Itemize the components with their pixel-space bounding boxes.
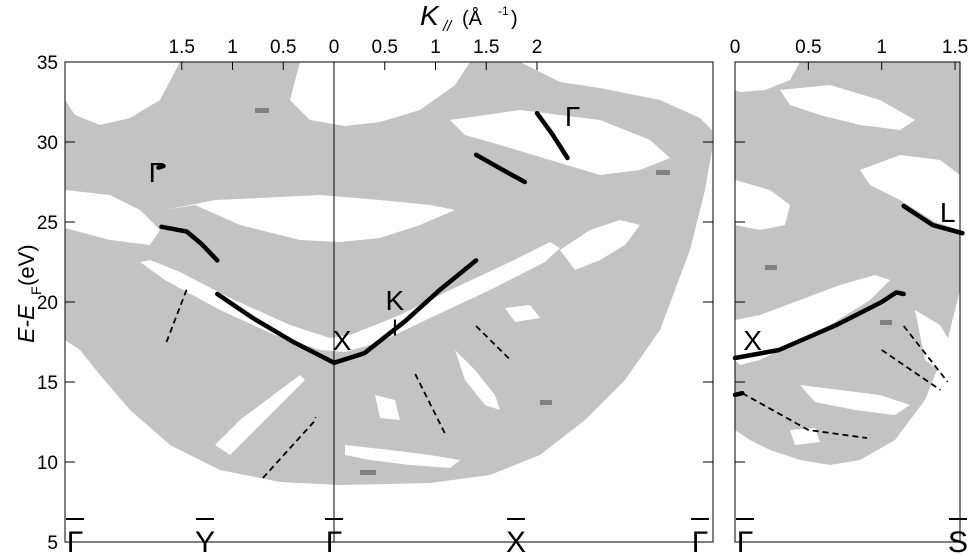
left-bulk-region (65, 62, 712, 485)
left-gap-lower-mid (345, 445, 460, 468)
x-axis-unit-exponent: -1 (498, 4, 509, 18)
y-tick-label: 15 (37, 373, 58, 394)
y-tick-label: 10 (37, 453, 58, 474)
dashed-band-line (414, 373, 447, 436)
dashed-band-line (741, 392, 868, 439)
left-dark-patch-4 (360, 470, 376, 475)
dashed-band-line (902, 325, 949, 383)
right-panel (735, 62, 960, 465)
left-gap-upper-left (65, 62, 180, 125)
solid-band-line (732, 390, 745, 398)
solid-band-line (215, 258, 479, 366)
x-tick-label: 1.5 (169, 37, 195, 58)
right-gap-main-band (735, 275, 890, 365)
symmetry-point-label: S (948, 526, 968, 555)
x-tick-label: 1.5 (473, 37, 499, 58)
y-axis-title: E-E (13, 304, 39, 343)
dashed-band-line (881, 349, 941, 391)
x-axis-unit-close: ) (511, 8, 518, 30)
left-gap-right-mid (560, 220, 640, 270)
right-gap-top (735, 62, 800, 92)
left-panel (65, 62, 712, 485)
right-gap-left-mid (735, 180, 790, 230)
solid-band-line (534, 110, 570, 161)
left-gap-lower-left (215, 375, 305, 455)
left-gap-left-lower (65, 190, 160, 245)
solid-band-line (159, 224, 220, 263)
band-label: X (333, 325, 352, 356)
symmetry-point-label: Y (195, 526, 215, 555)
right-gap-small (790, 428, 820, 445)
left-gap-lower-right (455, 350, 500, 410)
right-gap-upper-middle (780, 85, 915, 130)
symmetry-point-label: Γ (737, 526, 754, 555)
x-tick-label: 0.5 (795, 37, 821, 58)
x-axis-unit: (Å (462, 7, 483, 30)
solid-band-line (156, 163, 166, 170)
bands-layer (156, 110, 965, 479)
solid-band-line (901, 203, 965, 236)
right-dark-patch-2 (765, 265, 777, 270)
band-label: K (386, 285, 405, 316)
x-tick-label: 1 (227, 37, 238, 58)
symmetry-point-label: X (506, 526, 526, 555)
x-axis-title-subscript: // (442, 18, 453, 35)
y-axis-unit: (eV) (14, 244, 39, 286)
x-tick-label: 0.5 (270, 37, 296, 58)
symmetry-point-label: Γ (67, 526, 84, 555)
dashed-band-line (262, 416, 317, 479)
right-gap-right-edge (915, 310, 955, 375)
y-tick-label: 5 (47, 533, 58, 554)
dashed-band-line (475, 325, 513, 362)
x-axis-title: K (420, 0, 440, 31)
y-tick-label: 30 (37, 133, 58, 154)
band-label: Γ (149, 157, 164, 188)
solid-band-line (473, 152, 528, 185)
left-gap-small-1 (505, 305, 540, 322)
x-tick-label: 0 (730, 37, 741, 58)
symmetry-point-label: Γ (326, 526, 343, 555)
right-gap-lower (800, 385, 910, 415)
y-tick-label: 25 (37, 213, 58, 234)
y-tick-label: 20 (37, 293, 58, 314)
symmetry-point-label: Γ (692, 526, 709, 555)
band-label: L (940, 197, 956, 228)
x-tick-label: 1.5 (942, 37, 968, 58)
left-gap-small-2 (375, 395, 400, 420)
left-gap-top-right (520, 62, 712, 130)
y-tick-label: 35 (37, 53, 58, 74)
right-gap-upper-right (860, 155, 960, 230)
y-axis-title-group: E-E F (eV) (13, 244, 44, 343)
band-label: X (743, 325, 762, 356)
x-tick-label: 0.5 (372, 37, 398, 58)
right-dark-patch-1 (880, 320, 892, 325)
solid-band-line (732, 290, 906, 361)
left-dark-patch-2 (540, 400, 552, 405)
band-label: Γ (565, 101, 580, 132)
x-tick-label: 2 (532, 37, 543, 58)
left-gap-middle (165, 195, 455, 242)
x-tick-label: 1 (876, 37, 887, 58)
left-gap-top-middle (290, 62, 470, 126)
y-axis-title-subscript: F (28, 286, 44, 295)
x-tick-label: 0 (329, 37, 340, 58)
left-dark-patch-3 (656, 170, 670, 175)
x-tick-label: 1 (430, 37, 441, 58)
left-dark-patch-1 (255, 108, 269, 113)
